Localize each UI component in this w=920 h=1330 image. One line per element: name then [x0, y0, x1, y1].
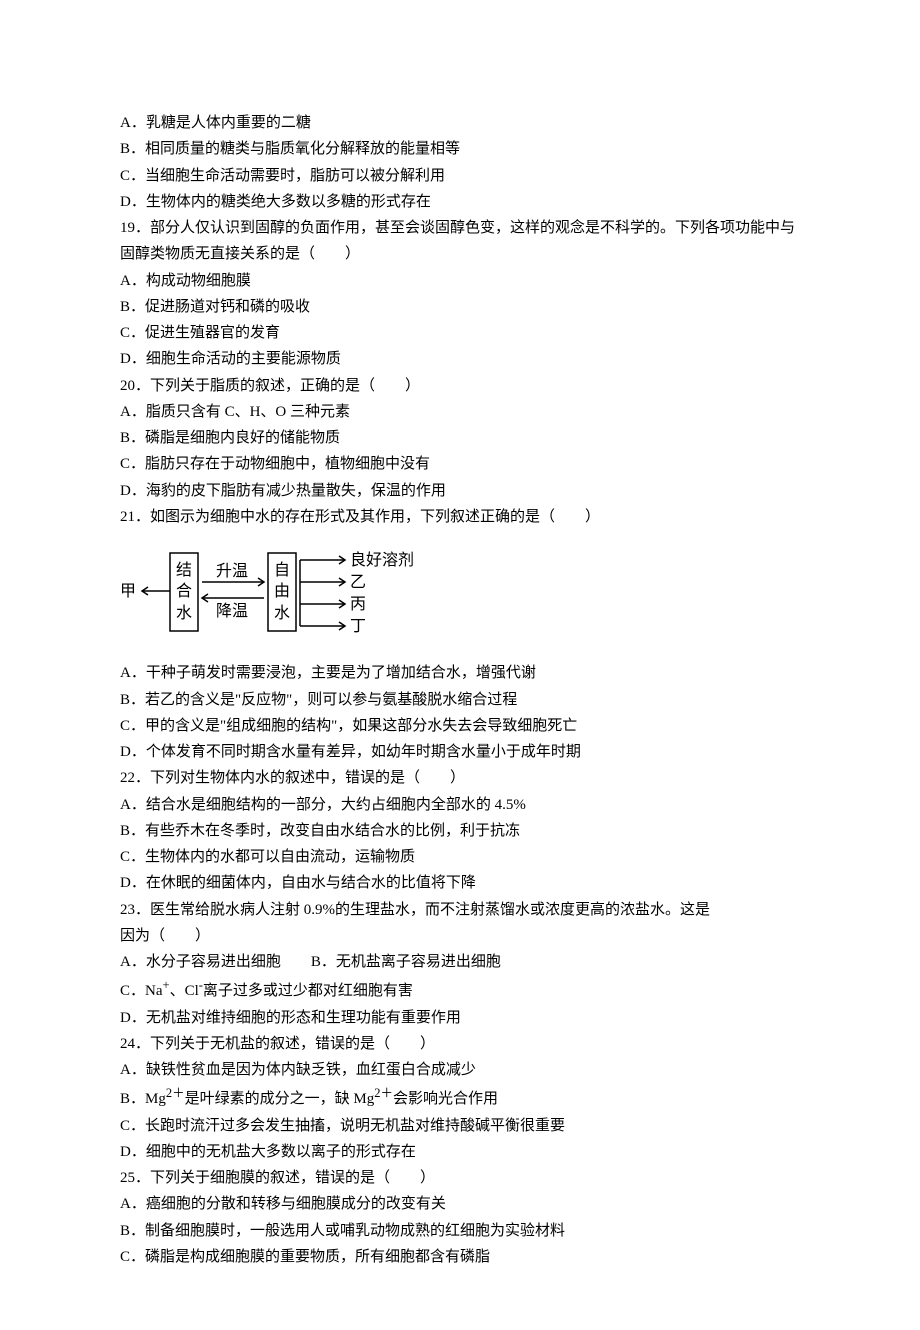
- q23-optAB: A．水分子容易进出细胞 B．无机盐离子容易进出细胞: [120, 949, 800, 975]
- diagram-jiangwen: 降温: [216, 602, 248, 620]
- q24-optB: B．Mg2＋是叶绿素的成分之一，缺 Mg2＋会影响光合作用: [120, 1083, 800, 1112]
- diagram-ding: 丁: [350, 618, 366, 635]
- q23-stem2: 因为（ ）: [120, 923, 800, 949]
- q24-stem: 24．下列关于无机盐的叙述，错误的是（ ）: [120, 1031, 800, 1057]
- q21-diagram: 甲 结 合 水 升温 降温 自 由 水 良好溶剂 乙 丙 丁: [120, 538, 800, 652]
- q20-optA: A．脂质只含有 C、H、O 三种元素: [120, 399, 800, 425]
- q20-optC: C．脂肪只存在于动物细胞中，植物细胞中没有: [120, 451, 800, 477]
- q24-optD: D．细胞中的无机盐大多数以离子的形式存在: [120, 1139, 800, 1165]
- q20-stem: 20．下列关于脂质的叙述，正确的是（ ）: [120, 373, 800, 399]
- q23-optD: D．无机盐对维持细胞的形态和生理功能有重要作用: [120, 1005, 800, 1031]
- q20-optD: D．海豹的皮下脂肪有减少热量散失，保温的作用: [120, 478, 800, 504]
- diagram-yi: 乙: [350, 574, 366, 591]
- diagram-zi: 自: [274, 561, 290, 579]
- q25-optA: A．癌细胞的分散和转移与细胞膜成分的改变有关: [120, 1191, 800, 1217]
- diagram-shengwen: 升温: [216, 562, 248, 580]
- q19-optB: B．促进肠道对钙和磷的吸收: [120, 294, 800, 320]
- q22-optA: A．结合水是细胞结构的一部分，大约占细胞内全部水的 4.5%: [120, 792, 800, 818]
- q22-optB: B．有些乔木在冬季时，改变自由水结合水的比例，利于抗冻: [120, 818, 800, 844]
- q21-optC: C．甲的含义是"组成细胞的结构"，如果这部分水失去会导致细胞死亡: [120, 713, 800, 739]
- q22-stem: 22．下列对生物体内水的叙述中，错误的是（ ）: [120, 765, 800, 791]
- q22-optC: C．生物体内的水都可以自由流动，运输物质: [120, 844, 800, 870]
- q21-optA: A．干种子萌发时需要浸泡，主要是为了增加结合水，增强代谢: [120, 660, 800, 686]
- q18-optD: D．生物体内的糖类绝大多数以多糖的形式存在: [120, 189, 800, 215]
- diagram-solvent: 良好溶剂: [350, 551, 414, 569]
- diagram-shui2: 水: [274, 604, 290, 622]
- q21-stem: 21．如图示为细胞中水的存在形式及其作用，下列叙述正确的是（ ）: [120, 504, 800, 530]
- diagram-jie: 结: [176, 561, 192, 579]
- q22-optD: D．在休眠的细菌体内，自由水与结合水的比值将下降: [120, 870, 800, 896]
- q19-optA: A．构成动物细胞膜: [120, 268, 800, 294]
- diagram-bing: 丙: [350, 596, 366, 613]
- diagram-you: 由: [274, 582, 290, 600]
- q23-stem1: 23．医生常给脱水病人注射 0.9%的生理盐水，而不注射蒸馏水或浓度更高的浓盐水…: [120, 897, 800, 923]
- q18-optA: A．乳糖是人体内重要的二糖: [120, 110, 800, 136]
- q23-optC: C．Na+、Cl-离子过多或过少都对红细胞有害: [120, 975, 800, 1004]
- q18-optB: B．相同质量的糖类与脂质氧化分解释放的能量相等: [120, 136, 800, 162]
- q24-optA: A．缺铁性贫血是因为体内缺乏铁，血红蛋白合成减少: [120, 1057, 800, 1083]
- q19-stem: 19．部分人仅认识到固醇的负面作用，甚至会谈固醇色变，这样的观念是不科学的。下列…: [120, 215, 800, 268]
- diagram-he: 合: [176, 582, 192, 600]
- diagram-jia-label: 甲: [120, 583, 136, 600]
- q24-optC: C．长跑时流汗过多会发生抽搐，说明无机盐对维持酸碱平衡很重要: [120, 1113, 800, 1139]
- q25-optC: C．磷脂是构成细胞膜的重要物质，所有细胞都含有磷脂: [120, 1244, 800, 1270]
- q19-optD: D．细胞生命活动的主要能源物质: [120, 346, 800, 372]
- q25-stem: 25．下列关于细胞膜的叙述，错误的是（ ）: [120, 1165, 800, 1191]
- q21-optB: B．若乙的含义是"反应物"，则可以参与氨基酸脱水缩合过程: [120, 687, 800, 713]
- q18-optC: C．当细胞生命活动需要时，脂肪可以被分解利用: [120, 163, 800, 189]
- q20-optB: B．磷脂是细胞内良好的储能物质: [120, 425, 800, 451]
- q25-optB: B．制备细胞膜时，一般选用人或哺乳动物成熟的红细胞为实验材料: [120, 1218, 800, 1244]
- q21-optD: D．个体发育不同时期含水量有差异，如幼年时期含水量小于成年时期: [120, 739, 800, 765]
- q19-optC: C．促进生殖器官的发育: [120, 320, 800, 346]
- diagram-shui: 水: [176, 604, 192, 622]
